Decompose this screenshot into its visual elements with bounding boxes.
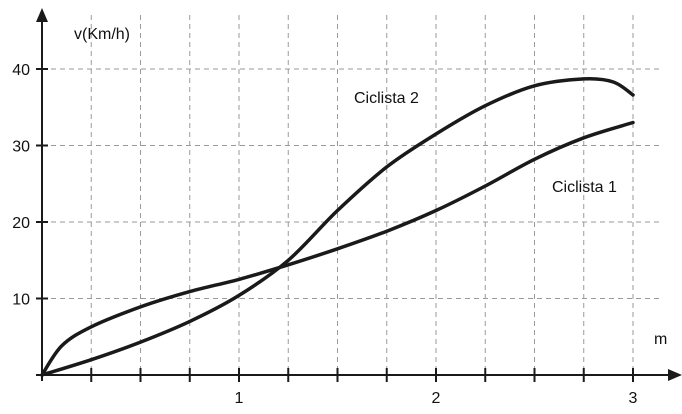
x-tick-label: 3 [629,390,638,407]
series-lines [40,77,635,377]
series-label-ciclista-1: Ciclista 1 [552,179,617,196]
x-tick-label: 1 [235,390,244,407]
y-axis-label: v(Km/h) [74,26,130,43]
y-tick-label: 30 [12,139,30,156]
series-line-ciclista-1 [40,120,635,377]
x-axis-arrow [668,369,682,381]
y-tick-label: 40 [12,62,30,79]
y-axis-arrow [36,8,48,22]
ticks: 1 2 3 10 20 30 40 [12,62,637,407]
x-tick-label: 2 [432,390,441,407]
y-tick-label: 10 [12,292,30,309]
grid [42,15,663,375]
series-line-ciclista-2 [40,77,635,377]
x-axis-label: m [654,331,667,348]
axes [36,8,682,381]
series-label-ciclista-2: Ciclista 2 [354,90,419,107]
y-tick-label: 20 [12,215,30,232]
